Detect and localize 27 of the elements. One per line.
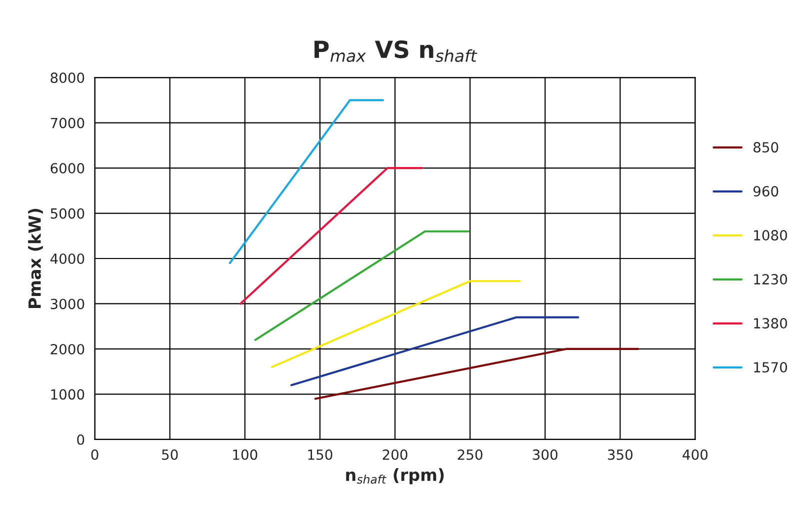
x-tick-label: 400 (682, 449, 708, 460)
y-tick-label: 7000 (50, 118, 84, 128)
legend-label: 960 (753, 186, 778, 197)
x-tick-label: 250 (458, 449, 482, 460)
legend-label: 1380 (754, 318, 788, 329)
legend-label: 850 (754, 142, 778, 153)
chart-title: P$_{max}$ VS n$_{shaft}$ (314, 40, 478, 62)
y-tick-label: 3000 (50, 298, 84, 310)
x-tick-label: 300 (532, 449, 558, 460)
y-tick-label: 0 (77, 434, 84, 445)
legend-label: 1230 (754, 274, 788, 285)
legend-label: 1080 (754, 230, 788, 241)
y-tick-label: 4000 (50, 253, 84, 264)
x-tick-label: 0 (91, 449, 98, 460)
y-tick-label: 1000 (51, 389, 84, 400)
y-tick-label: 2000 (50, 344, 84, 354)
x-tick-label: 150 (308, 449, 332, 460)
y-tick-label: 8000 (50, 72, 84, 84)
y-axis-title: Pmax (kW) (28, 208, 43, 308)
legend-label: 1570 (754, 362, 788, 373)
x-tick-label: 350 (608, 449, 632, 460)
y-tick-label: 6000 (50, 162, 84, 174)
x-tick-label: 50 (162, 449, 178, 460)
x-tick-label: 100 (233, 449, 258, 460)
x-axis-title: n$_{shaft}$ (rpm) (346, 468, 444, 484)
y-tick-label: 5000 (50, 208, 84, 219)
x-tick-label: 200 (382, 449, 408, 460)
